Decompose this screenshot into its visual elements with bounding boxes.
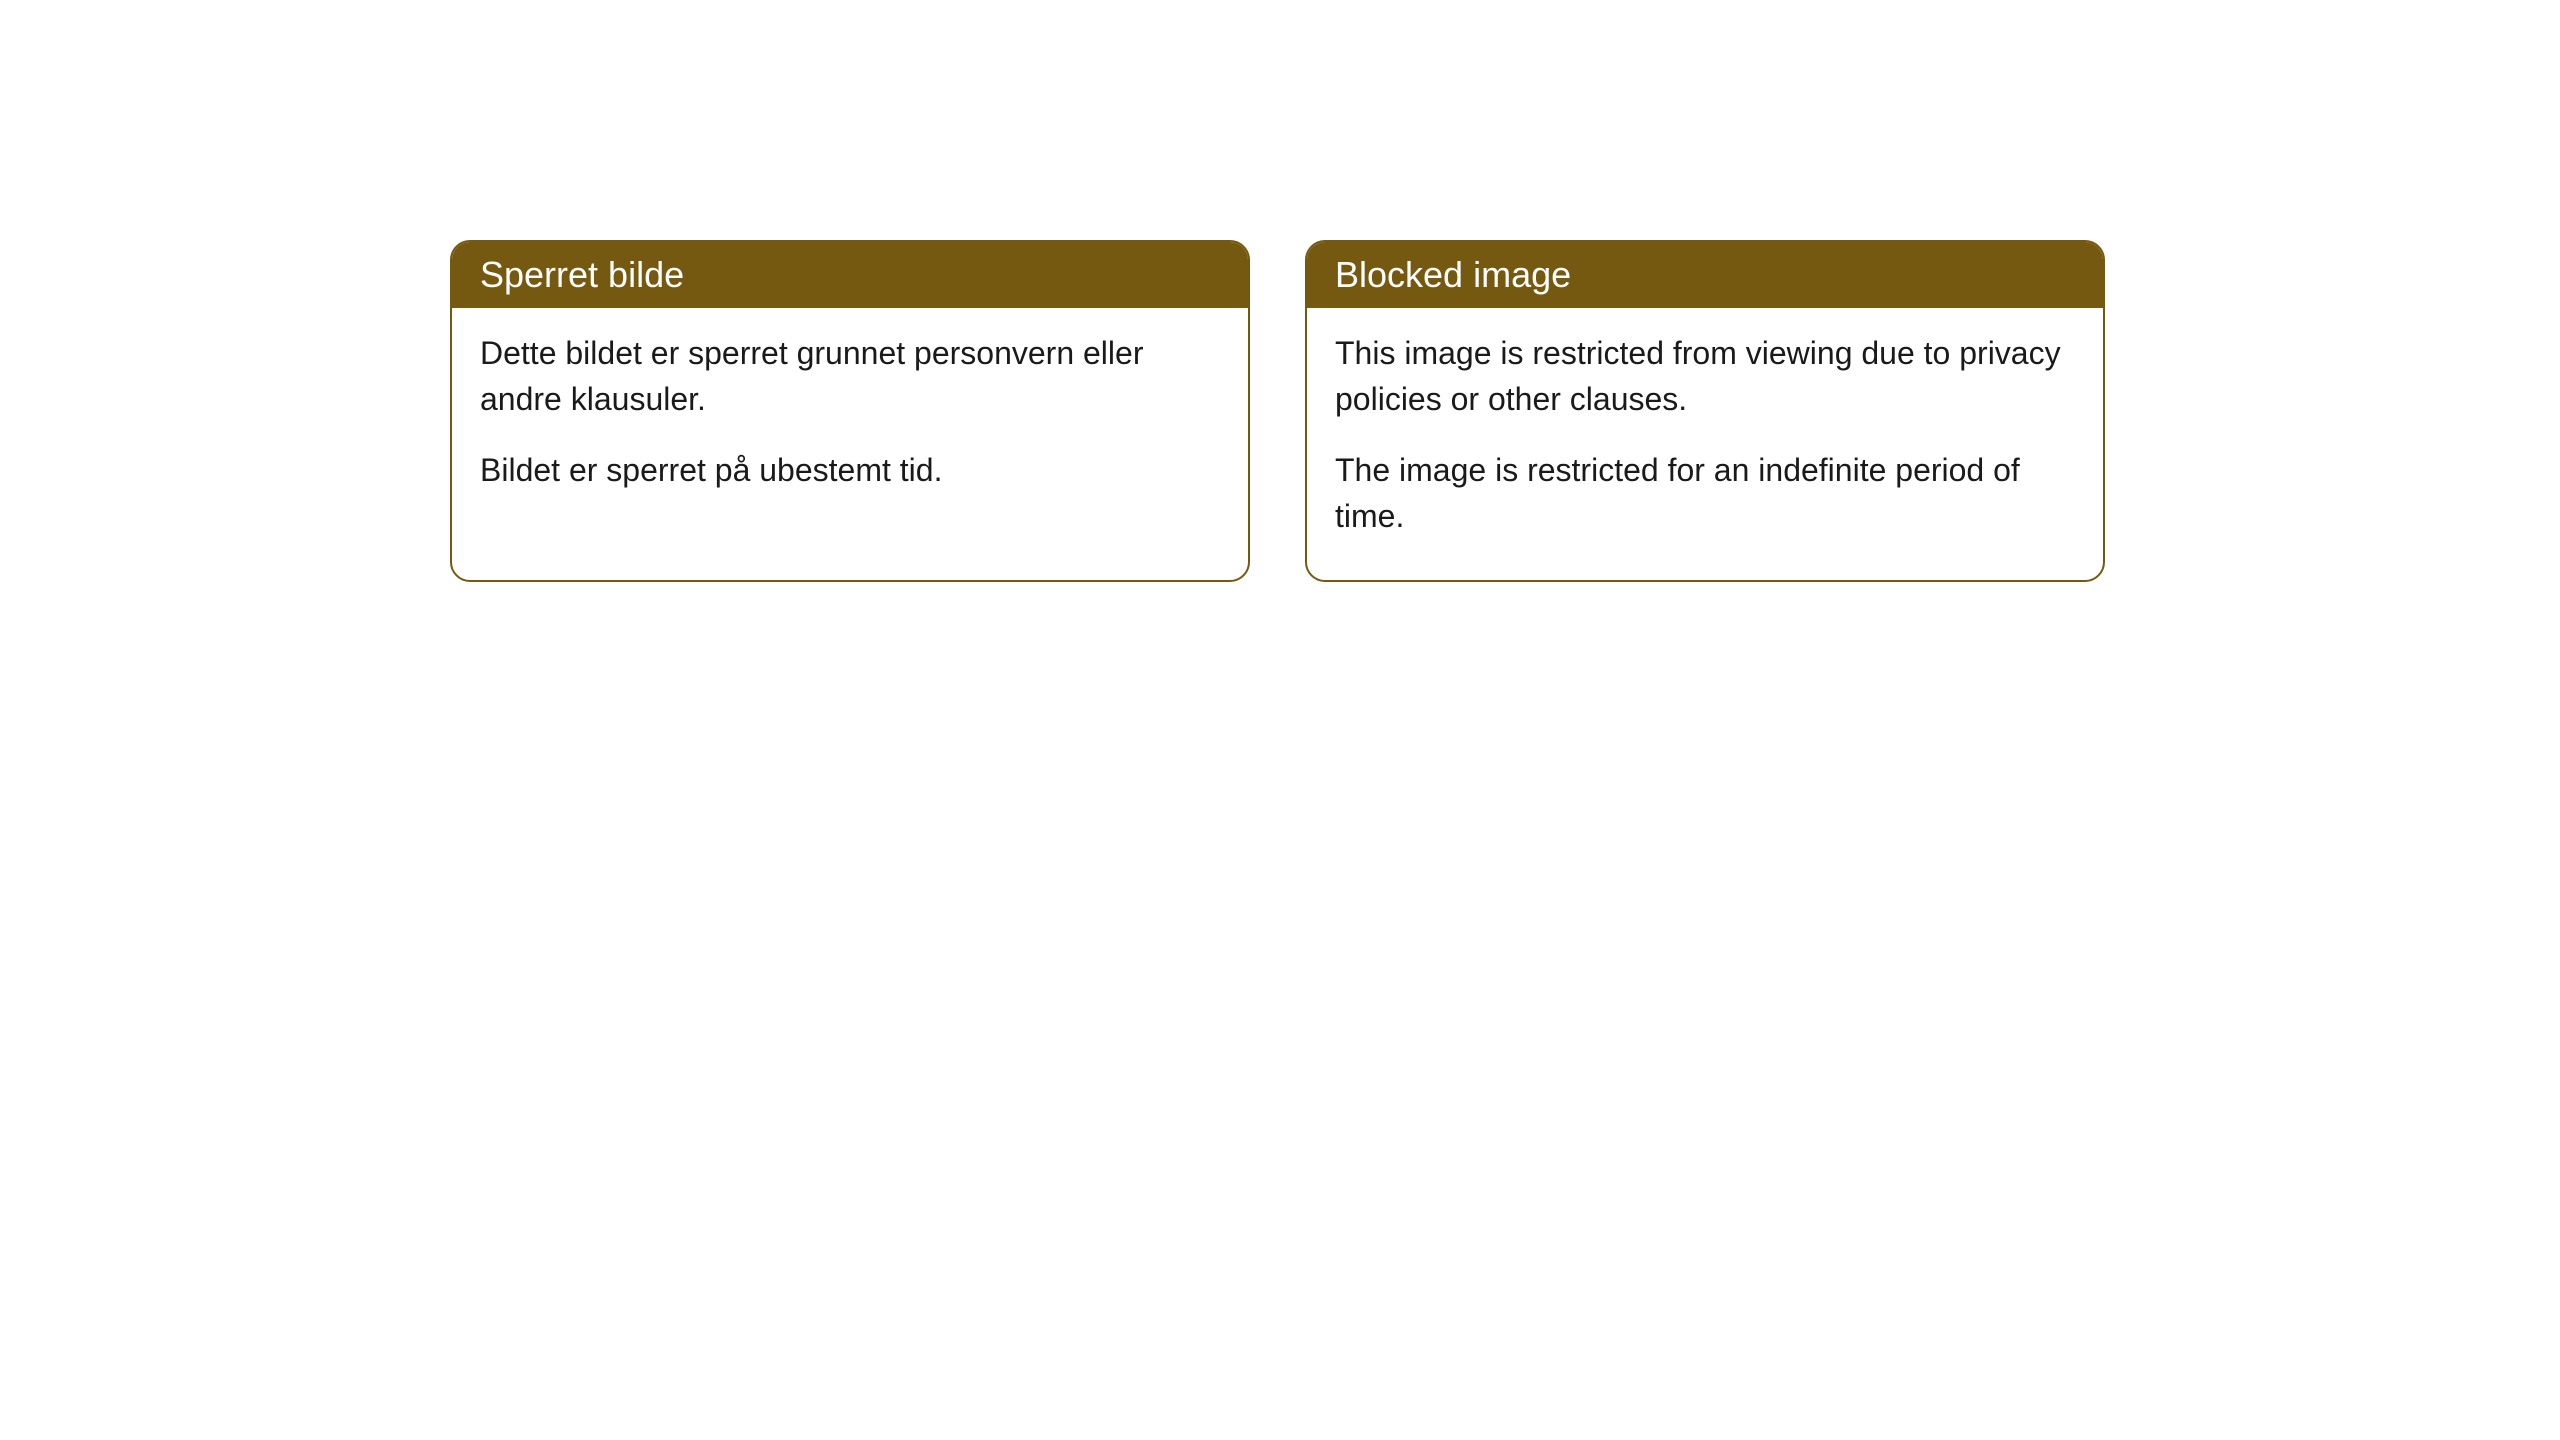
notice-title: Sperret bilde [480, 254, 684, 295]
notice-cards-container: Sperret bilde Dette bildet er sperret gr… [450, 240, 2560, 582]
notice-card-norwegian: Sperret bilde Dette bildet er sperret gr… [450, 240, 1250, 582]
notice-body: Dette bildet er sperret grunnet personve… [452, 308, 1248, 533]
notice-paragraph: Dette bildet er sperret grunnet personve… [480, 330, 1220, 423]
notice-paragraph: This image is restricted from viewing du… [1335, 330, 2075, 423]
notice-paragraph: Bildet er sperret på ubestemt tid. [480, 447, 1220, 493]
notice-card-english: Blocked image This image is restricted f… [1305, 240, 2105, 582]
notice-paragraph: The image is restricted for an indefinit… [1335, 447, 2075, 540]
notice-header: Blocked image [1307, 242, 2103, 308]
notice-title: Blocked image [1335, 254, 1571, 295]
notice-header: Sperret bilde [452, 242, 1248, 308]
notice-body: This image is restricted from viewing du… [1307, 308, 2103, 580]
